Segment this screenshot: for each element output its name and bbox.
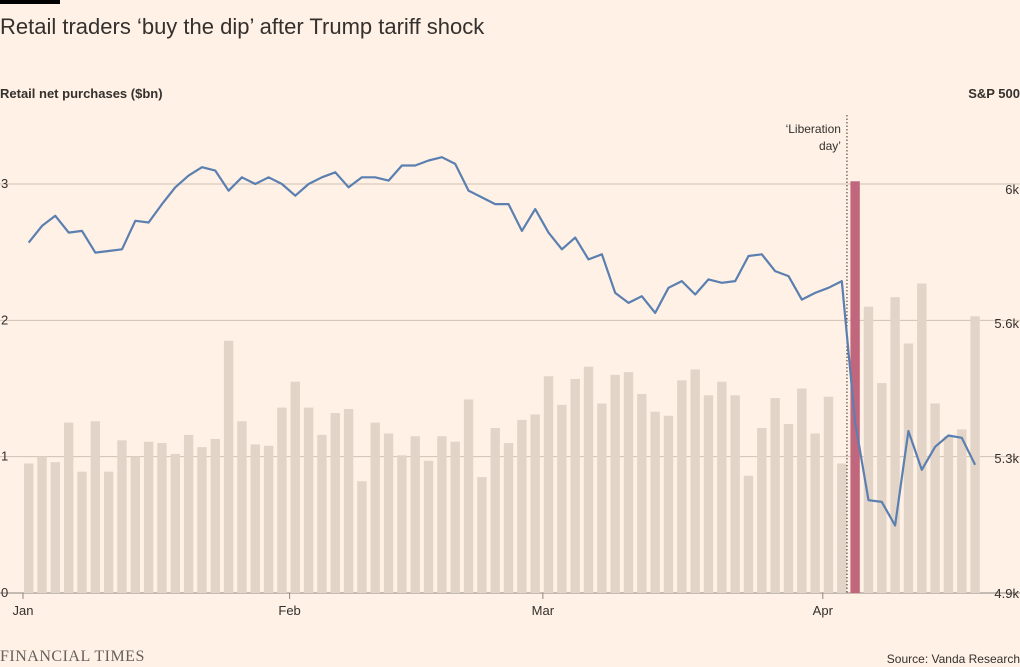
bar (730, 395, 740, 593)
bar (490, 428, 500, 593)
bar (557, 404, 567, 593)
bar (477, 477, 487, 593)
bar (117, 440, 127, 593)
bar (357, 481, 367, 593)
bar (890, 297, 900, 593)
bar (677, 380, 687, 593)
bar (877, 383, 887, 593)
bar (863, 306, 874, 593)
bar (170, 453, 180, 593)
bar (957, 429, 967, 593)
bar (157, 443, 167, 593)
bar (757, 428, 767, 593)
bar (330, 413, 340, 593)
bar (290, 381, 300, 593)
right-axis-label: S&P 500 (968, 86, 1020, 101)
left-tick-label: 1 (1, 449, 8, 464)
bar (397, 455, 407, 593)
bar (517, 419, 527, 593)
left-tick-label: 2 (1, 312, 8, 327)
right-tick-label: 5.6k (994, 316, 1019, 331)
bar (703, 395, 714, 593)
bar (423, 460, 434, 593)
bar (103, 471, 114, 593)
bar (317, 434, 327, 593)
left-tick-label: 3 (1, 176, 8, 191)
bar (210, 438, 220, 593)
bar (37, 456, 47, 593)
bar (303, 407, 314, 593)
x-tick-label: Feb (278, 603, 300, 618)
bar (370, 422, 380, 593)
bar (810, 433, 820, 593)
x-tick-label: Mar (532, 603, 555, 618)
bar (530, 414, 540, 593)
bar (650, 411, 660, 593)
bar (610, 374, 620, 593)
bar (903, 343, 914, 593)
bar (690, 369, 700, 593)
bar (237, 421, 247, 593)
bar (743, 475, 754, 593)
x-tick-label: Apr (813, 603, 834, 618)
bar (570, 378, 580, 593)
right-tick-label: 5.3k (994, 451, 1019, 466)
left-axis-label: Retail net purchases ($bn) (0, 86, 163, 101)
annotation-label: ‘Liberation (786, 122, 841, 136)
bar (717, 381, 727, 593)
bar (223, 340, 234, 593)
bar (837, 463, 847, 593)
bar (463, 399, 474, 593)
bar (917, 283, 927, 593)
ft-logo: FINANCIAL TIMES (0, 648, 145, 665)
bar (597, 403, 607, 593)
bar (623, 372, 634, 593)
bar (543, 376, 554, 593)
bar (637, 393, 647, 593)
bar (450, 441, 460, 593)
bar (343, 408, 354, 593)
chart-title: Retail traders ‘buy the dip’ after Trump… (0, 14, 485, 39)
right-tick-label: 6k (1005, 182, 1019, 197)
bar (663, 415, 674, 593)
bar (930, 403, 940, 593)
bar (197, 447, 207, 593)
source-note: Source: Vanda Research (886, 652, 1020, 666)
bar (50, 462, 61, 593)
bar (77, 471, 87, 593)
bar (277, 407, 287, 593)
bar (90, 421, 101, 593)
x-tick-label: Jan (13, 603, 34, 618)
bar (143, 441, 154, 593)
right-tick-label: 4.9k (994, 586, 1019, 601)
bar (410, 436, 420, 593)
bar (783, 423, 794, 593)
left-tick-label: 0 (1, 585, 8, 600)
annotation-label: day’ (819, 139, 841, 153)
bar (970, 316, 980, 593)
ft-top-bar (0, 0, 60, 4)
bar (23, 463, 34, 593)
bar (583, 366, 594, 593)
bar (823, 396, 834, 593)
bar (943, 436, 954, 593)
bar (503, 443, 514, 593)
bar (183, 434, 194, 593)
bar (263, 445, 274, 593)
bar (250, 444, 260, 593)
bar (130, 456, 141, 593)
sp500-line (27, 156, 977, 527)
bar (797, 388, 807, 593)
bar (383, 433, 394, 593)
bar (770, 398, 780, 593)
bar (63, 422, 74, 593)
bar (437, 436, 447, 593)
highlight-bar (850, 181, 860, 594)
